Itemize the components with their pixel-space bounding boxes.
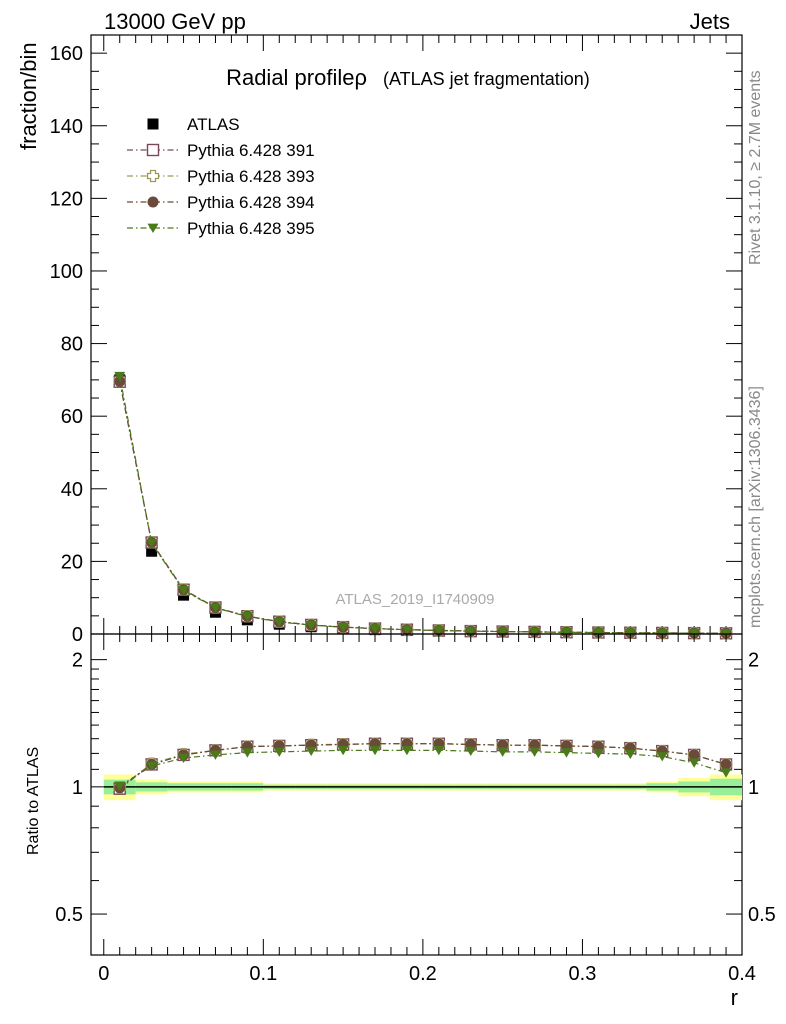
- data-point: [529, 627, 541, 637]
- ratio-panel: 0 0.1 0.2 0.3 0.4 0.5 0.5 1 1 2 2: [55, 633, 776, 985]
- series-line: [119, 376, 727, 634]
- legend-item-1: Pythia 6.428 391: [127, 141, 315, 160]
- main-title: Radial profileρ: [226, 65, 367, 90]
- data-point: [305, 620, 317, 631]
- main-subtitle: (ATLAS jet fragmentation): [383, 69, 590, 89]
- data-point: [497, 747, 509, 757]
- ratio-y-tick-label: 1: [72, 777, 83, 799]
- data-point: [656, 752, 668, 762]
- data-point: [560, 627, 572, 638]
- data-point: [241, 748, 253, 758]
- series-line: [119, 749, 727, 787]
- y-tick-label: 40: [61, 479, 83, 501]
- y-tick-label: 120: [50, 188, 83, 210]
- y-tick-label: 0: [72, 624, 83, 646]
- data-point: [146, 169, 160, 183]
- data-point: [114, 375, 126, 387]
- legend-item-3: Pythia 6.428 394: [127, 193, 315, 212]
- y-tick-label: 80: [61, 334, 83, 356]
- y-tick-label: 160: [50, 43, 83, 65]
- data-point: [178, 753, 190, 763]
- ratio-y-axis-label: Ratio to ATLAS: [25, 747, 42, 855]
- data-point: [337, 745, 349, 756]
- x-tick-label: 0.1: [249, 963, 277, 985]
- data-point: [241, 612, 253, 622]
- energy-label: 13000 GeV pp: [104, 9, 246, 34]
- y-axis-label: fraction/bin: [16, 42, 41, 150]
- data-point: [146, 545, 158, 557]
- ratio-y-tick-label: 2: [72, 650, 83, 672]
- legend-item-2: Pythia 6.428 393: [127, 167, 315, 186]
- x-tick-label: 0: [98, 963, 109, 985]
- source-text: mcplots.cern.ch [arXiv:1306.3436]: [747, 386, 764, 628]
- x-tick-label: 0.3: [569, 963, 597, 985]
- data-point: [209, 603, 221, 613]
- data-point: [624, 749, 636, 760]
- data-point: [529, 747, 541, 757]
- analysis-watermark: ATLAS_2019_I1740909: [335, 591, 494, 608]
- category-label: Jets: [690, 9, 730, 34]
- data-point: [114, 371, 126, 382]
- data-point: [720, 768, 732, 778]
- legend-label: ATLAS: [187, 115, 240, 134]
- data-point: [497, 627, 509, 637]
- data-point: [147, 196, 159, 208]
- data-point: [273, 747, 285, 757]
- legend-label: Pythia 6.428 391: [187, 141, 315, 160]
- ratio-y-tick-label-right: 0.5: [748, 904, 776, 926]
- rivet-version-text: Rivet 3.1.10, ≥ 2.7M events: [747, 70, 764, 265]
- data-point: [401, 745, 413, 756]
- data-point: [146, 538, 158, 549]
- data-point: [688, 758, 700, 768]
- data-point: [305, 746, 317, 757]
- data-point: [337, 622, 349, 633]
- legend-label: Pythia 6.428 394: [187, 193, 315, 212]
- legend-label: Pythia 6.428 395: [187, 219, 315, 238]
- legend-item-0: ATLAS: [147, 115, 240, 134]
- data-point: [465, 626, 477, 637]
- data-point: [401, 625, 413, 635]
- data-point: [465, 746, 477, 757]
- data-point: [178, 586, 190, 596]
- y-tick-label: 20: [61, 551, 83, 573]
- data-point: [433, 745, 445, 756]
- x-tick-label: 0.2: [409, 963, 437, 985]
- series-3: [114, 745, 732, 791]
- legend: ATLAS Pythia 6.428 391 Pythia 6.428 393 Pyt…: [127, 115, 315, 238]
- x-tick-label: 0.4: [728, 963, 756, 985]
- data-point: [369, 624, 381, 634]
- data-point: [720, 758, 732, 770]
- data-point: [147, 223, 159, 233]
- y-tick-label: 100: [50, 261, 83, 283]
- data-point: [209, 750, 221, 760]
- data-point: [624, 628, 636, 638]
- data-point: [592, 628, 604, 638]
- series-4: [114, 371, 732, 639]
- data-point: [146, 143, 160, 157]
- data-point: [146, 761, 158, 772]
- data-point: [592, 748, 604, 759]
- data-point: [656, 628, 668, 638]
- data-point: [273, 617, 285, 627]
- y-tick-label: 60: [61, 406, 83, 428]
- legend-label: Pythia 6.428 393: [187, 167, 315, 186]
- ratio-y-tick-label: 0.5: [55, 904, 83, 926]
- legend-item-4: Pythia 6.428 395: [127, 219, 315, 238]
- ratio-y-tick-label-right: 2: [748, 650, 759, 672]
- data-point: [560, 748, 572, 758]
- data-point: [147, 118, 159, 130]
- y-tick-label: 140: [50, 116, 83, 138]
- data-point: [114, 781, 126, 791]
- ratio-y-tick-label-right: 1: [748, 777, 759, 799]
- ratio-frame: [90, 633, 743, 956]
- data-point: [369, 745, 381, 756]
- data-point: [688, 749, 700, 761]
- x-axis-label: r: [731, 985, 738, 1010]
- data-point: [433, 626, 445, 636]
